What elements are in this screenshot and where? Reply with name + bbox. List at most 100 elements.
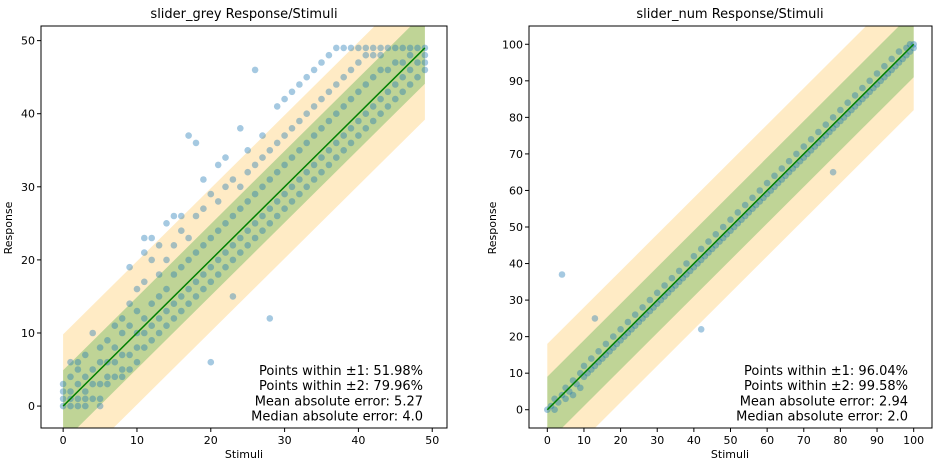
y-tick-label: 0 [516, 404, 523, 417]
data-point [369, 51, 377, 59]
data-point [288, 88, 296, 96]
data-point [288, 125, 296, 132]
data-point [384, 66, 392, 74]
data-point [580, 362, 588, 370]
x-tick-label: 60 [760, 434, 774, 447]
data-point [126, 322, 133, 330]
data-point [59, 380, 67, 388]
data-point [421, 51, 429, 59]
data-point [859, 84, 866, 92]
data-point [310, 161, 318, 169]
data-point [771, 172, 778, 180]
y-tick-label: 20 [509, 331, 523, 344]
data-point [155, 271, 163, 278]
data-point [82, 395, 89, 403]
data-point [591, 315, 599, 322]
data-point [148, 300, 155, 308]
plot-area [59, 26, 429, 428]
data-point [118, 373, 126, 381]
data-point [222, 220, 229, 227]
data-point [133, 285, 141, 293]
y-axis-label: Response [486, 201, 499, 254]
data-point [793, 150, 800, 158]
data-point [288, 183, 296, 191]
data-point [362, 51, 370, 59]
data-point [207, 358, 215, 366]
y-tick-label: 50 [21, 35, 35, 48]
data-point [377, 66, 384, 74]
data-point [588, 355, 595, 362]
data-point [259, 212, 266, 220]
data-point [558, 271, 566, 278]
data-point [895, 48, 903, 55]
data-point [170, 300, 178, 308]
data-point [712, 231, 720, 238]
data-point [631, 311, 639, 319]
data-point [369, 73, 377, 81]
x-tick-label: 10 [130, 434, 144, 447]
stats-annotation: Mean absolute error: 2.94 [740, 394, 908, 409]
data-point [178, 307, 185, 315]
data-point [89, 366, 96, 373]
data-point [155, 293, 163, 300]
data-point [214, 256, 222, 264]
data-point [551, 406, 558, 414]
data-point [192, 278, 200, 286]
data-point [333, 44, 340, 52]
data-point [214, 227, 222, 234]
data-point [384, 88, 392, 96]
data-point [82, 388, 89, 395]
data-point [214, 271, 222, 278]
data-point [266, 220, 274, 227]
data-point [74, 395, 82, 403]
y-tick-label: 40 [21, 108, 35, 121]
x-tick-label: 40 [687, 434, 701, 447]
data-point [266, 176, 274, 183]
data-point [96, 395, 104, 403]
data-point [273, 103, 281, 110]
data-point [377, 44, 384, 52]
plot-frame [40, 25, 448, 429]
data-point [829, 168, 837, 176]
data-point [325, 88, 333, 96]
data-point [646, 296, 654, 304]
stats-annotation: Points within ±2: 79.96% [259, 379, 423, 394]
data-point [741, 201, 749, 209]
data-point [259, 132, 266, 139]
data-point [281, 161, 288, 169]
data-point [82, 351, 89, 359]
data-point [207, 234, 215, 242]
data-point [141, 278, 148, 286]
y-axis-label: Response [2, 201, 15, 254]
identity-line [546, 43, 915, 411]
data-point [325, 117, 333, 125]
data-point [148, 234, 155, 242]
data-point [296, 147, 303, 154]
data-point [844, 99, 851, 106]
data-point [661, 282, 668, 289]
data-point [310, 176, 318, 183]
data-point [377, 95, 384, 103]
x-tick-label: 20 [614, 434, 628, 447]
data-point [148, 322, 155, 330]
x-axis-label: Stimuli [225, 448, 263, 461]
data-point [602, 340, 610, 348]
x-tick-label: 100 [903, 434, 924, 447]
data-point [318, 95, 325, 103]
data-point [822, 121, 830, 128]
data-point [155, 329, 163, 337]
data-point [170, 212, 178, 220]
data-point [414, 44, 421, 52]
data-point [244, 198, 251, 205]
data-point [163, 307, 170, 315]
data-point [318, 125, 325, 132]
data-point [595, 348, 602, 355]
data-point [340, 73, 348, 81]
data-point [222, 183, 229, 191]
data-point [67, 402, 74, 410]
data-point [756, 187, 764, 194]
data-point [141, 249, 148, 256]
data-point [406, 51, 414, 59]
y-tick-label: 10 [21, 327, 35, 340]
data-point [148, 256, 155, 264]
